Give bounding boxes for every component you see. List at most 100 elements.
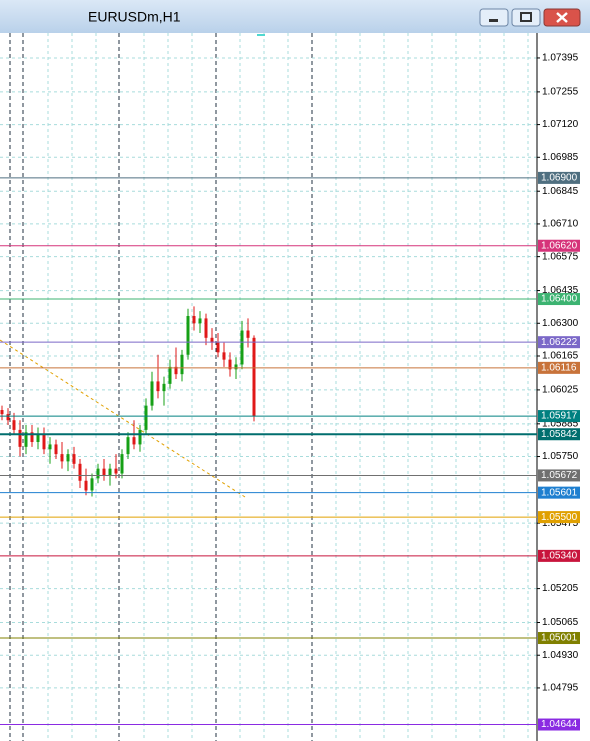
candle-body — [30, 432, 34, 443]
level-label: 1.05500 — [541, 512, 578, 523]
candle-body — [192, 316, 196, 324]
plot-area — [0, 33, 537, 741]
candle-body — [12, 420, 16, 430]
candle-body — [228, 359, 232, 370]
y-tick-label: 1.05750 — [542, 451, 579, 462]
candle-body — [18, 429, 22, 447]
minimize-button[interactable] — [479, 8, 509, 27]
level-label-bg — [538, 410, 580, 423]
minimize-icon — [489, 19, 498, 22]
y-tick-label: 1.04795 — [542, 683, 579, 694]
candle-body — [78, 463, 82, 481]
level-label-bg — [538, 632, 580, 645]
candle-body — [60, 454, 64, 462]
candle-body — [138, 429, 142, 445]
level-label-bg — [538, 511, 580, 524]
candle-body — [72, 454, 76, 464]
level-label: 1.05917 — [541, 411, 578, 422]
candle-body — [24, 432, 28, 447]
candle-body — [48, 444, 52, 450]
candle-body — [96, 468, 100, 479]
candle-body — [222, 352, 226, 360]
level-label-bg — [538, 171, 580, 184]
vertical-grid — [47, 33, 529, 741]
candle-body — [102, 468, 106, 476]
candle-body — [198, 318, 202, 324]
period-separators — [9, 33, 313, 741]
level-label-bg — [538, 361, 580, 374]
level-label: 1.04644 — [541, 719, 578, 730]
window-title: EURUSDm,H1 — [88, 9, 181, 25]
candle-body — [36, 434, 40, 443]
level-label-bg — [538, 486, 580, 499]
candle-body — [120, 454, 124, 474]
candle-body — [204, 318, 208, 338]
candle-body — [132, 437, 136, 445]
y-tick-label: 1.05885 — [542, 418, 579, 429]
level-label-bg — [538, 293, 580, 306]
candle-body — [156, 381, 160, 392]
y-tick-label: 1.06025 — [542, 385, 579, 396]
candle-body — [246, 330, 250, 338]
y-tick-label: 1.06575 — [542, 251, 579, 262]
candle-body — [150, 381, 154, 406]
level-label: 1.06400 — [541, 294, 578, 305]
candle-body — [234, 364, 238, 370]
candle-body — [66, 454, 70, 462]
y-tick-label: 1.07255 — [542, 87, 579, 98]
candle-body — [0, 410, 4, 415]
level-label: 1.06116 — [541, 362, 577, 373]
candle-body — [108, 468, 112, 476]
level-label: 1.06620 — [541, 240, 578, 251]
level-label-bg — [538, 428, 580, 441]
y-tick-label: 1.06710 — [542, 219, 579, 230]
marker — [257, 34, 265, 36]
level-label: 1.05001 — [541, 633, 578, 644]
candle-body — [174, 366, 178, 375]
y-tick-label: 1.07395 — [542, 53, 579, 64]
y-tick-label: 1.05065 — [542, 617, 579, 628]
close-icon — [556, 12, 568, 23]
candle-body — [90, 478, 94, 491]
y-tick-label: 1.05475 — [542, 518, 579, 529]
candle-body — [186, 316, 190, 355]
candle-body — [168, 366, 172, 384]
level-label: 1.05340 — [541, 551, 578, 562]
level-label-bg — [538, 469, 580, 482]
level-label-bg — [538, 239, 580, 252]
level-label-bg — [538, 336, 580, 349]
candle-body — [162, 383, 166, 392]
candle-body — [252, 337, 256, 417]
restore-button[interactable] — [511, 8, 541, 27]
candle-body — [54, 444, 58, 455]
candle-body — [180, 354, 184, 375]
level-label-bg — [538, 718, 580, 731]
candle-body — [84, 480, 88, 491]
level-label: 1.05601 — [541, 487, 578, 498]
y-tick-label: 1.04930 — [542, 650, 579, 661]
restore-icon — [520, 12, 532, 22]
y-tick-label: 1.05205 — [542, 583, 579, 594]
level-label: 1.05672 — [541, 470, 578, 481]
y-tick-label: 1.06165 — [542, 351, 579, 362]
candle-body — [6, 414, 10, 421]
y-tick-label: 1.06985 — [542, 152, 579, 163]
level-label: 1.06900 — [541, 173, 578, 184]
y-tick-label: 1.07120 — [542, 119, 579, 130]
y-tick-label: 1.06300 — [542, 318, 579, 329]
level-label: 1.06222 — [541, 337, 578, 348]
trend-line — [0, 339, 246, 498]
candle-body — [42, 434, 46, 450]
window-buttons[interactable] — [479, 8, 581, 27]
candle-body — [114, 468, 118, 474]
candle-body — [216, 342, 220, 353]
level-label: 1.05842 — [541, 429, 578, 440]
y-tick-label: 1.06845 — [542, 186, 579, 197]
candle-body — [240, 330, 244, 365]
candle-body — [126, 437, 130, 455]
level-label-bg — [538, 549, 580, 562]
candle-body — [144, 405, 148, 430]
candle-body — [210, 337, 214, 343]
y-tick-label: 1.06435 — [542, 285, 579, 296]
